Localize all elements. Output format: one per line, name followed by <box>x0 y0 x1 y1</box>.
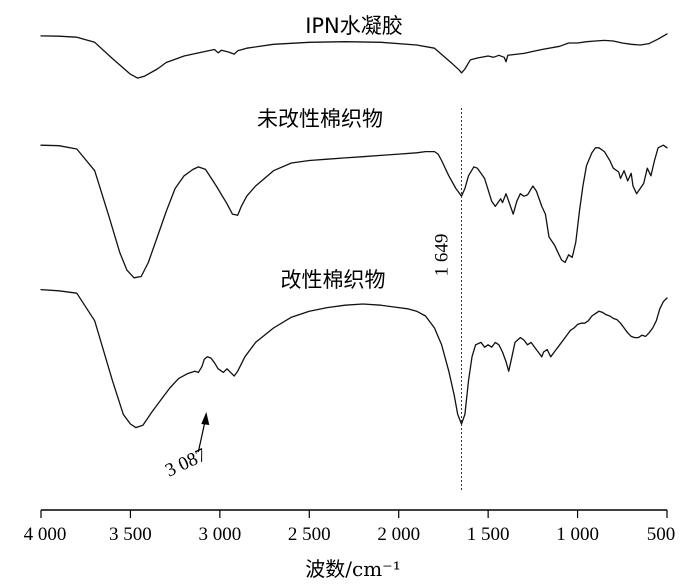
x-tick-label-3500: 3 500 <box>109 524 152 545</box>
peak-3087-arrow <box>197 419 206 453</box>
series-layer <box>40 33 668 429</box>
series-label-modified-cotton: 改性棉织物 <box>281 268 386 292</box>
x-tick-label-2500: 2 500 <box>288 524 331 545</box>
x-axis-label: 波数/cm⁻¹ <box>305 557 400 581</box>
series-label-unmodified-cotton: 未改性棉织物 <box>257 107 383 131</box>
series-label-layer: IPN水凝胶 未改性棉织物 改性棉织物 <box>257 14 403 292</box>
x-tick-label-4000: 4 000 <box>24 524 67 545</box>
x-tick-label-2000: 2 000 <box>377 524 420 545</box>
peak-3087-arrowhead <box>201 412 210 425</box>
peak-1649-label: 1 649 <box>431 234 452 277</box>
series-line-modified-cotton <box>40 288 668 429</box>
x-tick-label-1000: 1 000 <box>556 524 599 545</box>
x-tick-label-3000: 3 000 <box>198 524 241 545</box>
peak-3087-label: 3 087 <box>162 444 210 481</box>
x-ticks: 4 000 3 500 3 000 2 500 2 000 1 500 1 000 500 <box>24 510 676 545</box>
annotation-layer: 1 649 3 087 <box>162 108 462 492</box>
series-line-ipn-hydrogel <box>40 33 668 79</box>
series-label-ipn-hydrogel: IPN水凝胶 <box>305 14 403 38</box>
series-line-unmodified-cotton <box>40 144 668 279</box>
x-tick-label-500: 500 <box>647 524 676 545</box>
x-tick-label-1500: 1 500 <box>467 524 510 545</box>
